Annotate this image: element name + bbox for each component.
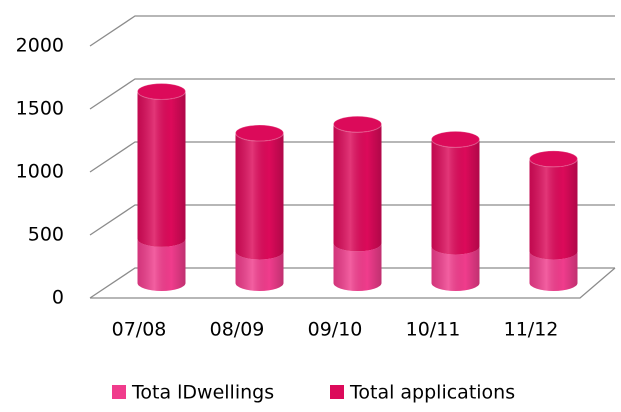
- bar-shade: [431, 246, 480, 291]
- bar-shade: [137, 238, 186, 291]
- bar-top: [235, 124, 284, 142]
- legend-swatch: [112, 385, 126, 399]
- y-tick-label: 500: [28, 224, 64, 246]
- legend-label: Tota lDwellings: [131, 382, 274, 404]
- bar-top: [137, 82, 186, 100]
- floor: [90, 267, 616, 299]
- bar-top: [333, 115, 382, 133]
- y-tick-label: 0: [52, 287, 64, 309]
- bar-shade: [333, 124, 382, 252]
- legend: Tota lDwellings Total applications: [112, 382, 515, 404]
- y-tick-label: 1000: [16, 161, 64, 183]
- legend-swatch: [330, 385, 344, 399]
- x-tick-label: 10/11: [406, 319, 461, 341]
- bar-top: [529, 150, 578, 168]
- bar-shade: [529, 251, 578, 291]
- bar-shade: [431, 139, 480, 255]
- y-tick-label: 2000: [16, 35, 64, 57]
- bar-shade: [235, 251, 284, 291]
- x-tick-label: 07/08: [112, 319, 167, 341]
- grid-line: [89, 78, 615, 110]
- y-tick-label: 1500: [16, 98, 64, 120]
- bar-shade: [333, 243, 382, 291]
- bar-top: [431, 130, 480, 148]
- x-tick-label: 11/12: [504, 319, 559, 341]
- bar-shade: [529, 158, 578, 260]
- x-tick-label: 08/09: [210, 319, 265, 341]
- x-tick-label: 09/10: [308, 319, 363, 341]
- bar-shade: [137, 91, 186, 247]
- grid-line: [89, 15, 615, 47]
- bar-shade: [235, 133, 284, 260]
- legend-label: Total applications: [349, 382, 515, 404]
